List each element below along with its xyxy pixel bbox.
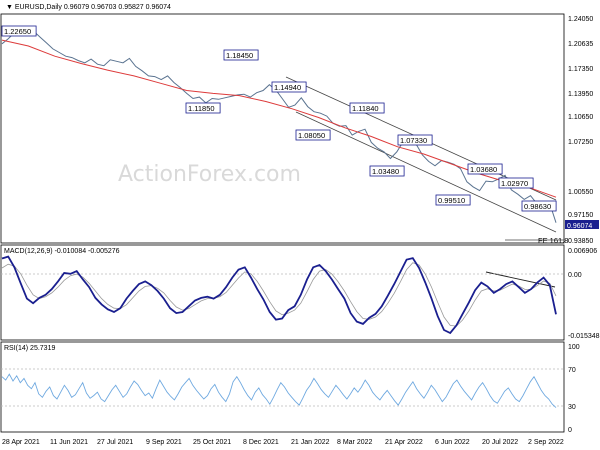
macd-title: MACD(12,26,9) -0.010084 -0.005276 [4, 248, 120, 255]
annotation-box [467, 163, 503, 175]
price-annotations: 1.22650 1.18450 1.11850 1.14940 1.11840 1.080… [1, 25, 568, 245]
header-collapse-icon[interactable]: ▼ [6, 4, 15, 11]
x-tick: 20 Jul 2022 [482, 439, 518, 446]
x-tick: 2 Sep 2022 [528, 439, 564, 446]
x-tick: 11 Jun 2021 [50, 439, 88, 446]
annotation-box [185, 102, 221, 114]
annotation-box [1, 25, 37, 37]
x-tick: 27 Jul 2021 [97, 439, 133, 446]
annotation-box [295, 129, 331, 141]
annotation-label: 1.11840 [352, 104, 379, 113]
current-price-box [565, 220, 599, 229]
x-tick: 21 Jan 2022 [291, 439, 330, 446]
annotation-label: 1.18450 [226, 51, 253, 60]
watermark: ActionForex.com [118, 162, 301, 187]
annotation-label: FE 161.8 [538, 236, 568, 245]
x-tick: 28 Apr 2021 [2, 439, 40, 446]
annotation-box [369, 165, 405, 177]
macd-y-axis: 0.006906 0.00 -0.015348 [568, 248, 600, 340]
current-price-marker: 0.96074 [565, 220, 599, 230]
annotation-label: 0.99510 [438, 196, 465, 205]
rsi-title: RSI(14) 25.7319 [4, 345, 55, 352]
x-tick: 6 Jun 2022 [435, 439, 470, 446]
header-ohlc: 0.96079 0.96703 0.95827 0.96074 [64, 4, 171, 11]
price-tick: 1.13950 [568, 91, 593, 98]
price-tick: 1.10650 [568, 114, 593, 121]
annotation-label: 1.22650 [4, 27, 31, 36]
x-axis: 28 Apr 2021 11 Jun 2021 27 Jul 2021 9 Se… [2, 439, 564, 446]
x-tick: 8 Dec 2021 [243, 439, 279, 446]
price-tick: 1.07250 [568, 139, 593, 146]
macd-signal-line [1, 262, 557, 327]
moving-average-line [1, 39, 557, 198]
annotation-box [349, 102, 385, 114]
annotation-label: 1.03680 [470, 165, 497, 174]
rsi-levels [1, 368, 564, 407]
rsi-panel-frame [0, 341, 565, 433]
macd-panel-frame [0, 244, 565, 341]
price-tick: 1.20635 [568, 41, 593, 48]
rsi-tick: 70 [568, 367, 576, 374]
x-tick: 9 Sep 2021 [146, 439, 182, 446]
macd-tick: -0.015348 [568, 333, 600, 340]
rsi-tick: 30 [568, 404, 576, 411]
price-y-axis: 1.24050 1.20635 1.17350 1.13950 1.10650 … [568, 16, 593, 245]
rsi-tick: 100 [568, 344, 580, 351]
price-tick: 1.17350 [568, 66, 593, 73]
panel-frames [0, 13, 565, 433]
annotation-box [397, 134, 433, 146]
annotation-label: 0.98630 [524, 202, 551, 211]
rsi-line [1, 373, 557, 408]
annotation-box [521, 200, 557, 212]
price-tick: 1.00550 [568, 189, 593, 196]
header-symbol-text: EURUSD,Daily [15, 4, 63, 11]
annotation-label: 1.03480 [372, 167, 399, 176]
x-tick: 8 Mar 2022 [337, 439, 373, 446]
macd-trend-line [485, 271, 556, 288]
macd-tick: 0.00 [568, 272, 582, 279]
rsi-tick: 0 [568, 427, 572, 434]
annotation-label: 1.02970 [501, 179, 528, 188]
annotation-label: 1.07330 [400, 136, 427, 145]
annotation-label: 1.08050 [298, 131, 325, 140]
annotation-box [498, 177, 534, 189]
macd-main-line [1, 255, 557, 335]
annotation-box [271, 81, 307, 93]
price-series-line [1, 27, 557, 223]
price-tick: 0.97150 [568, 212, 593, 219]
header-symbol: ▼ EURUSD,Daily 0.96079 0.96703 0.95827 0… [6, 4, 171, 11]
x-tick: 21 Apr 2022 [385, 439, 423, 446]
annotation-box [223, 49, 259, 61]
rsi-y-axis: 100 70 30 0 [568, 344, 580, 434]
price-panel-frame [0, 13, 565, 244]
current-price-label: 0.96074 [567, 223, 592, 230]
price-tick: 1.24050 [568, 16, 593, 23]
x-tick: 25 Oct 2021 [193, 439, 231, 446]
annotation-label: 1.14940 [274, 83, 301, 92]
annotation-label: 1.11850 [188, 104, 215, 113]
annotation-box [435, 194, 471, 206]
channel-lower-line [295, 111, 557, 233]
price-tick: 0.93850 [568, 238, 593, 245]
macd-tick: 0.006906 [568, 248, 597, 255]
